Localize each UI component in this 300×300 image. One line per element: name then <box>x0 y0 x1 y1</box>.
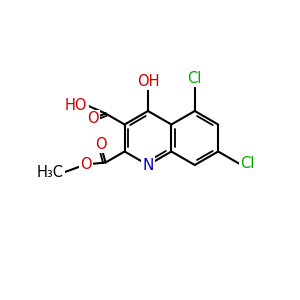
Text: H₃C: H₃C <box>37 165 64 180</box>
Text: O: O <box>80 157 92 172</box>
Text: O: O <box>87 111 98 126</box>
Text: Cl: Cl <box>240 157 254 172</box>
Text: N: N <box>142 158 154 172</box>
Text: Cl: Cl <box>188 71 202 86</box>
Text: OH: OH <box>137 74 159 89</box>
Text: HO: HO <box>65 98 88 113</box>
Text: O: O <box>95 137 106 152</box>
